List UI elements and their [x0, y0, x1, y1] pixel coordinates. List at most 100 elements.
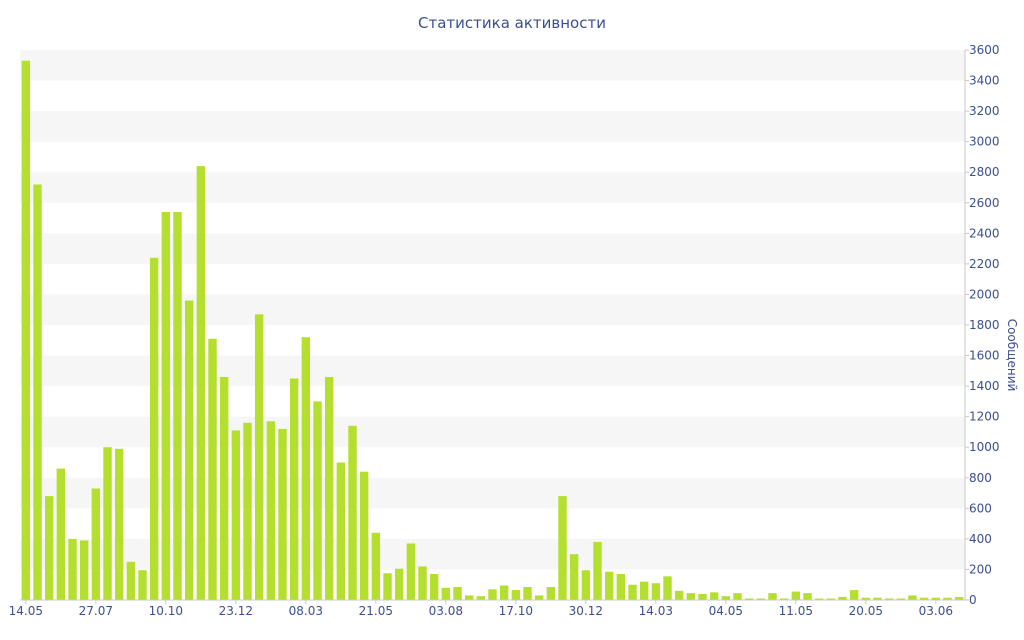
bar — [499, 585, 509, 600]
bar — [873, 597, 882, 600]
bar — [698, 593, 707, 600]
x-tick-label: 08.03 — [289, 604, 323, 618]
bar — [639, 581, 649, 600]
y-tick-label: 2200 — [969, 257, 1000, 271]
bar — [383, 573, 392, 600]
y-tick-label: 1200 — [969, 410, 1000, 424]
x-tick-label: 23.12 — [219, 604, 253, 618]
bar — [324, 376, 334, 600]
x-tick-label: 17.10 — [499, 604, 533, 618]
bar — [488, 589, 497, 600]
bar — [406, 543, 416, 600]
bar — [289, 378, 299, 600]
bar — [44, 496, 54, 600]
x-tick-label: 10.10 — [149, 604, 183, 618]
y-tick-label: 3000 — [969, 135, 1000, 149]
bar — [826, 598, 836, 600]
bar — [814, 598, 824, 600]
bar — [534, 595, 544, 600]
bar — [943, 597, 952, 600]
x-tick-label: 21.05 — [359, 604, 393, 618]
y-tick-label: 1600 — [969, 349, 1000, 363]
bar — [348, 425, 357, 600]
y-tick-label: 3600 — [969, 43, 1000, 57]
bar — [721, 596, 731, 600]
bar — [254, 314, 264, 600]
x-tick-label: 27.07 — [79, 604, 113, 618]
x-tick-label: 20.05 — [849, 604, 883, 618]
bar — [359, 471, 369, 600]
bar — [896, 598, 906, 600]
bar — [441, 587, 451, 600]
y-tick-label: 600 — [969, 501, 992, 515]
x-tick-label: 03.08 — [429, 604, 463, 618]
y-tick-label: 2400 — [969, 226, 1000, 240]
bar — [114, 448, 124, 600]
bar — [604, 571, 614, 600]
bar — [709, 592, 719, 600]
bar — [138, 570, 147, 600]
y-tick-label: 3400 — [969, 74, 1000, 88]
bar — [523, 587, 532, 600]
bar — [931, 597, 941, 600]
y-axis-label: Сообщений — [1005, 319, 1019, 392]
bar — [301, 337, 311, 600]
bar — [453, 587, 462, 600]
y-tick-label: 1400 — [969, 379, 1000, 393]
x-tick-label: 14.05 — [9, 604, 43, 618]
bar — [126, 561, 136, 600]
bar — [569, 554, 579, 600]
bar — [791, 591, 801, 600]
x-tick-label: 14.03 — [639, 604, 673, 618]
grid-band — [20, 111, 965, 142]
bar — [196, 166, 206, 600]
x-tick-label: 04.05 — [709, 604, 743, 618]
bar — [231, 430, 241, 600]
bar — [616, 574, 626, 600]
y-tick-label: 200 — [969, 562, 992, 576]
bar — [219, 376, 229, 600]
y-tick-label: 3200 — [969, 104, 1000, 118]
bar — [838, 596, 847, 600]
bar — [464, 595, 474, 600]
y-tick-label: 400 — [969, 532, 992, 546]
bar — [91, 488, 101, 600]
bar — [768, 593, 777, 600]
bar — [21, 60, 31, 600]
bar — [919, 597, 929, 600]
bar — [663, 576, 672, 600]
bar — [103, 447, 112, 600]
bar — [861, 597, 871, 600]
bar — [394, 568, 404, 600]
bar — [651, 583, 661, 600]
y-tick-label: 1800 — [969, 318, 1000, 332]
bar — [243, 422, 252, 600]
bar — [161, 211, 171, 600]
bar — [511, 590, 521, 600]
bar — [733, 593, 742, 600]
bar — [779, 598, 789, 600]
bar — [674, 590, 684, 600]
bar — [628, 584, 637, 600]
bar — [558, 496, 567, 600]
bar — [744, 598, 754, 600]
x-tick-label: 30.12 — [569, 604, 603, 618]
bar — [546, 587, 556, 600]
bar — [278, 428, 287, 600]
bar — [371, 532, 381, 600]
bar — [184, 300, 194, 600]
y-tick-label: 2600 — [969, 196, 1000, 210]
bar — [581, 570, 591, 600]
bar — [954, 596, 964, 600]
bar — [149, 257, 159, 600]
bar — [336, 462, 346, 600]
bar — [56, 468, 66, 600]
y-tick-label: 800 — [969, 471, 992, 485]
bar — [476, 596, 486, 600]
y-tick-label: 2800 — [969, 165, 1000, 179]
bar — [79, 540, 89, 600]
bar — [429, 574, 439, 600]
bar — [33, 184, 42, 600]
bar — [173, 211, 182, 600]
